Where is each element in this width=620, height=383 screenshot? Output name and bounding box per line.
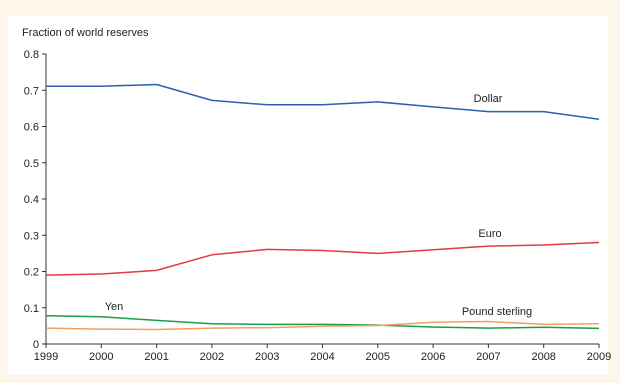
x-tick-label: 2005 (366, 351, 390, 363)
x-tick-label: 2006 (421, 351, 445, 363)
series-label-yen: Yen (105, 301, 124, 313)
x-tick-label: 2002 (200, 351, 224, 363)
series-line-pound-sterling (45, 320, 600, 331)
x-tick-label: 2008 (531, 351, 555, 363)
axes: 0 0.1 0.2 0.3 0.4 0.5 0.6 0.7 0.8 1999 2000 2001 200… (24, 49, 612, 363)
chart-panel (8, 16, 608, 375)
series-labels: Dollar Euro Yen Pound sterling (105, 93, 532, 318)
y-tick-label: 0.4 (24, 194, 39, 206)
x-tick-label: 2000 (89, 351, 113, 363)
series-label-pound-sterling: Pound sterling (462, 306, 532, 318)
series-line-dollar (46, 83, 600, 121)
x-tick-label: 2004 (310, 351, 334, 363)
x-tick-label: 1999 (34, 351, 58, 363)
y-tick-label: 0.1 (24, 303, 39, 315)
y-tick-label: 0.3 (24, 230, 39, 242)
y-tick-label: 0.5 (24, 158, 39, 170)
y-tick-label: 0.6 (24, 122, 39, 134)
y-axis-label: Fraction of world reserves (22, 27, 149, 39)
series-line-euro (45, 241, 600, 276)
x-tick-label: 2003 (255, 351, 279, 363)
x-tick-label: 2009 (587, 351, 611, 363)
y-tick-label: 0.7 (24, 85, 39, 97)
x-tick-label: 2007 (476, 351, 500, 363)
series-label-euro: Euro (478, 228, 501, 240)
y-tick-label: 0.8 (24, 49, 39, 61)
series-label-dollar: Dollar (474, 93, 503, 105)
series-line-yen (45, 314, 600, 330)
y-tick-label: 0.2 (24, 267, 39, 279)
y-tick-label: 0 (33, 339, 39, 351)
series-group (45, 83, 600, 331)
x-tick-label: 2001 (144, 351, 168, 363)
